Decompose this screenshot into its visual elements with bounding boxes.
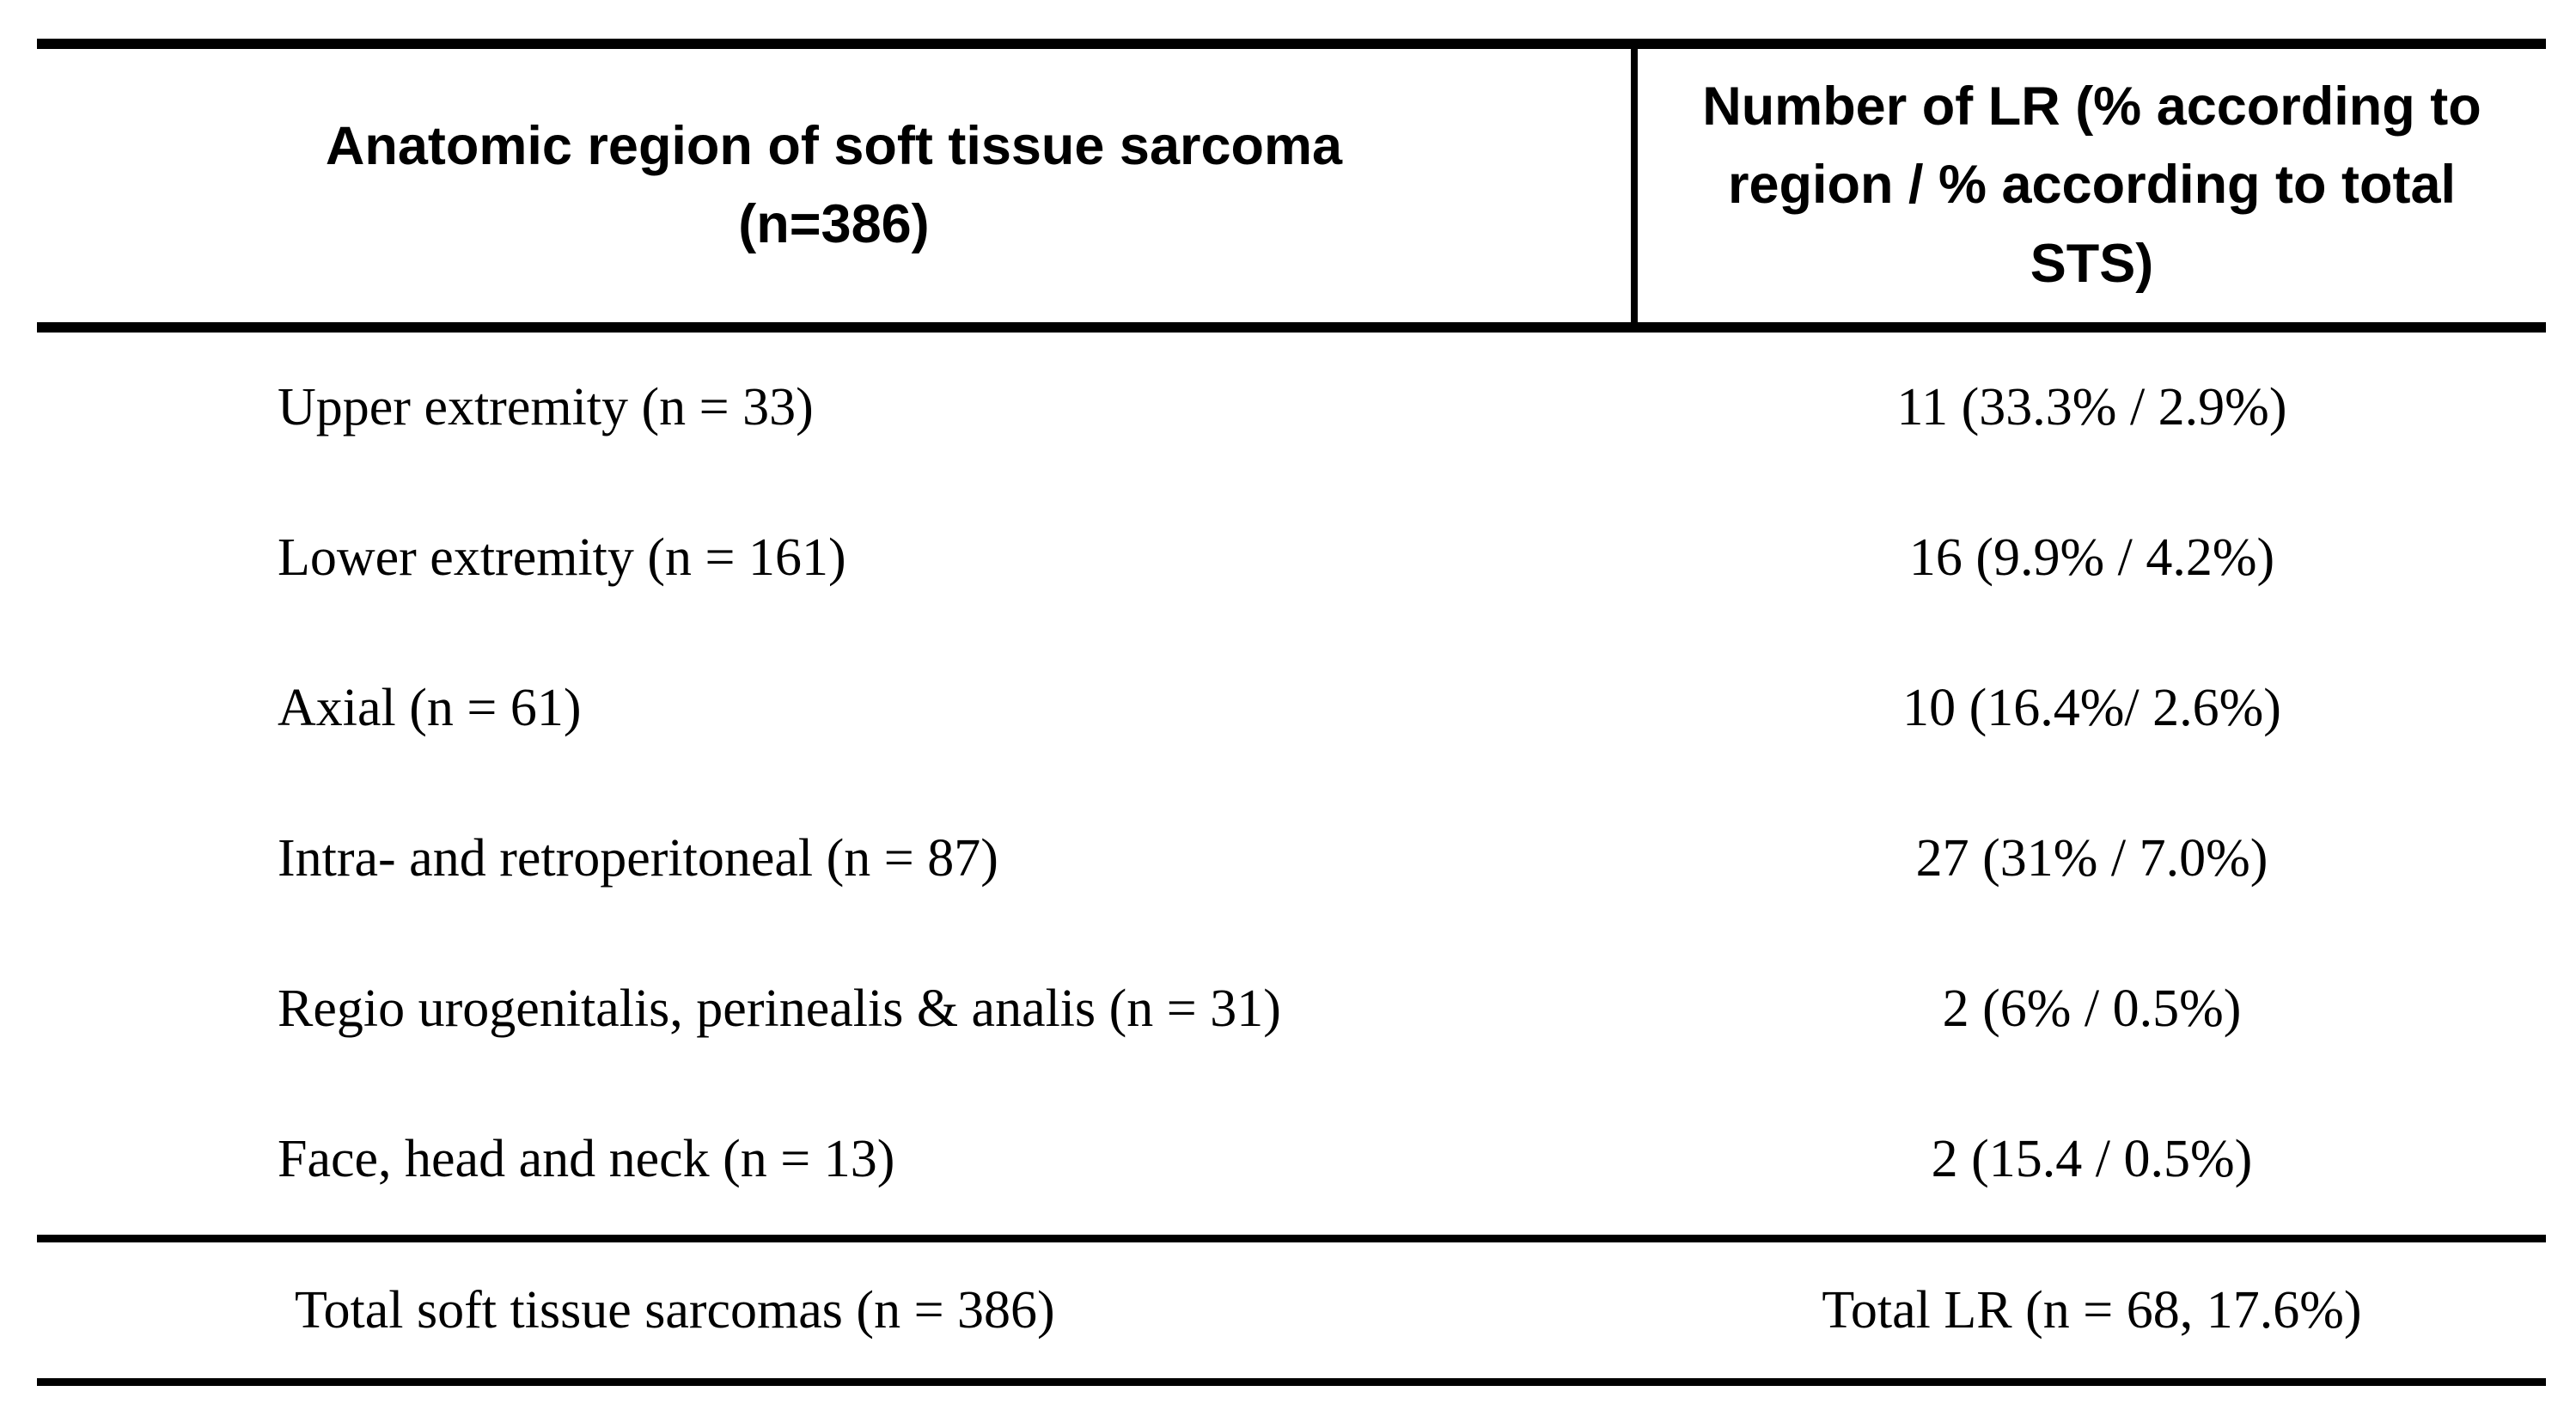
region-cell: Face, head and neck (n = 13) [37, 1084, 1638, 1235]
total-region-cell: Total soft tissue sarcomas (n = 386) [37, 1242, 1638, 1378]
total-lr-text: Total LR (n = 68, 17.6%) [1822, 1280, 2362, 1340]
lr-text: 2 (15.4 / 0.5%) [1931, 1130, 2253, 1188]
lr-cell: 2 (15.4 / 0.5%) [1638, 1084, 2546, 1235]
table-row: Upper extremity (n = 33) 11 (33.3% / 2.9… [37, 333, 2546, 483]
region-text: Upper extremity (n = 33) [278, 378, 814, 436]
region-text: Intra- and retroperitoneal (n = 87) [278, 829, 998, 888]
region-text: Axial (n = 61) [278, 679, 582, 737]
region-cell: Lower extremity (n = 161) [37, 483, 1638, 633]
table-header-row: Anatomic region of soft tissue sarcoma (… [37, 39, 2546, 333]
lr-cell: 2 (6% / 0.5%) [1638, 934, 2546, 1084]
lr-cell: 10 (16.4%/ 2.6%) [1638, 633, 2546, 784]
total-row: Total soft tissue sarcomas (n = 386) Tot… [37, 1235, 2546, 1386]
total-lr-cell: Total LR (n = 68, 17.6%) [1638, 1242, 2546, 1378]
sarcoma-lr-table: Anatomic region of soft tissue sarcoma (… [37, 39, 2546, 1386]
table-row: Lower extremity (n = 161) 16 (9.9% / 4.2… [37, 483, 2546, 633]
column-header-region-label: Anatomic region of soft tissue sarcoma (… [325, 115, 1343, 254]
lr-text: 16 (9.9% / 4.2%) [1908, 528, 2275, 587]
lr-text: 11 (33.3% / 2.9%) [1896, 378, 2287, 436]
region-text: Face, head and neck (n = 13) [278, 1130, 895, 1188]
region-cell: Intra- and retroperitoneal (n = 87) [37, 784, 1638, 934]
lr-text: 27 (31% / 7.0%) [1915, 829, 2268, 888]
lr-cell: 11 (33.3% / 2.9%) [1638, 333, 2546, 483]
lr-text: 2 (6% / 0.5%) [1942, 980, 2242, 1038]
column-header-lr: Number of LR (% according to region / % … [1638, 49, 2546, 322]
total-region-text: Total soft tissue sarcomas (n = 386) [295, 1280, 1055, 1340]
region-cell: Axial (n = 61) [37, 633, 1638, 784]
lr-cell: 27 (31% / 7.0%) [1638, 784, 2546, 934]
column-header-lr-label: Number of LR (% according to region / % … [1702, 76, 2481, 294]
lr-cell: 16 (9.9% / 4.2%) [1638, 483, 2546, 633]
region-cell: Regio urogenitalis, perinealis & analis … [37, 934, 1638, 1084]
lr-text: 10 (16.4%/ 2.6%) [1902, 679, 2281, 737]
table-row: Regio urogenitalis, perinealis & analis … [37, 934, 2546, 1084]
column-header-region: Anatomic region of soft tissue sarcoma (… [37, 49, 1638, 322]
table-row: Axial (n = 61) 10 (16.4%/ 2.6%) [37, 633, 2546, 784]
region-text: Regio urogenitalis, perinealis & analis … [278, 980, 1281, 1038]
table-row: Intra- and retroperitoneal (n = 87) 27 (… [37, 784, 2546, 934]
region-text: Lower extremity (n = 161) [278, 528, 846, 587]
table-row: Face, head and neck (n = 13) 2 (15.4 / 0… [37, 1084, 2546, 1235]
region-cell: Upper extremity (n = 33) [37, 333, 1638, 483]
